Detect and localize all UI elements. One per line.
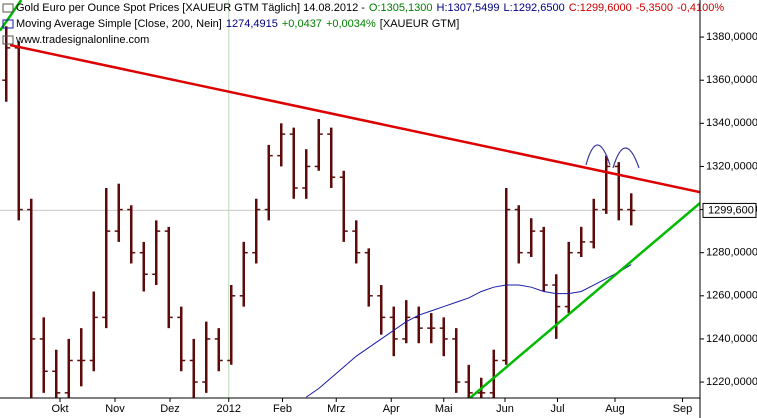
x-tick-label: Dez <box>160 403 180 415</box>
x-tick-label: Sep <box>673 403 693 415</box>
y-tick-label: 1220,0000 <box>706 376 757 388</box>
y-tick-label: 1380,0000 <box>706 31 757 43</box>
header-line: Moving Average Simple [Close, 200, Nein]… <box>16 18 459 30</box>
trend-line <box>0 0 23 32</box>
last-price-label: 1299,600 <box>708 204 754 216</box>
header-icon <box>2 19 14 29</box>
header-text: [XAUEUR GTM] <box>380 18 459 30</box>
pattern-arc <box>585 144 611 166</box>
x-tick-label: Mrz <box>327 403 345 415</box>
header-text: H:1307,5499 <box>437 2 500 14</box>
y-tick-label: 1340,0000 <box>706 117 757 129</box>
axes: 1220,00001240,00001260,00001280,00001300… <box>51 31 757 415</box>
x-tick-label: Jun <box>496 403 514 415</box>
header-text: Gold Euro per Ounce Spot Prices [XAUEUR … <box>16 2 365 14</box>
moving-average-line <box>305 264 632 398</box>
header-icon <box>2 3 14 13</box>
x-tick-label: Feb <box>273 403 292 415</box>
header-line: Gold Euro per Ounce Spot Prices [XAUEUR … <box>16 2 724 14</box>
x-tick-label: Apr <box>383 403 400 415</box>
x-tick-label: 2012 <box>217 403 241 415</box>
header-text: O:1305,1300 <box>369 2 433 14</box>
header-line: www.tradesignalonline.com <box>15 34 149 46</box>
header-text: www.tradesignalonline.com <box>15 34 149 46</box>
header-text: L:1292,6500 <box>504 2 565 14</box>
pattern-arc <box>612 147 640 169</box>
x-tick-label: Jul <box>550 403 564 415</box>
header: Gold Euro per Ounce Spot Prices [XAUEUR … <box>2 2 724 46</box>
x-tick-label: Nov <box>105 403 125 415</box>
trend-line <box>469 202 700 398</box>
y-tick-label: 1240,0000 <box>706 333 757 345</box>
trend-line <box>9 43 700 194</box>
header-text: +0,0437 <box>282 18 322 30</box>
header-text: +0,0034% <box>326 18 376 30</box>
header-text: Moving Average Simple [Close, 200, Nein] <box>16 18 222 30</box>
header-text: -5,3500 <box>636 2 673 14</box>
y-tick-label: 1280,0000 <box>706 247 757 259</box>
last-price-tag <box>702 202 757 218</box>
x-tick-label: Aug <box>605 403 625 415</box>
x-tick-label: Mai <box>435 403 453 415</box>
y-tick-label: 1260,0000 <box>706 290 757 302</box>
plot-area <box>0 0 700 398</box>
y-tick-label: 1320,0000 <box>706 160 757 172</box>
header-text: -0,4100% <box>677 2 724 14</box>
header-icon <box>2 35 14 45</box>
header-text: C:1299,6000 <box>569 2 632 14</box>
x-tick-label: Okt <box>51 403 68 415</box>
y-tick-label: 1360,0000 <box>706 74 757 86</box>
header-text: 1274,4915 <box>226 18 278 30</box>
